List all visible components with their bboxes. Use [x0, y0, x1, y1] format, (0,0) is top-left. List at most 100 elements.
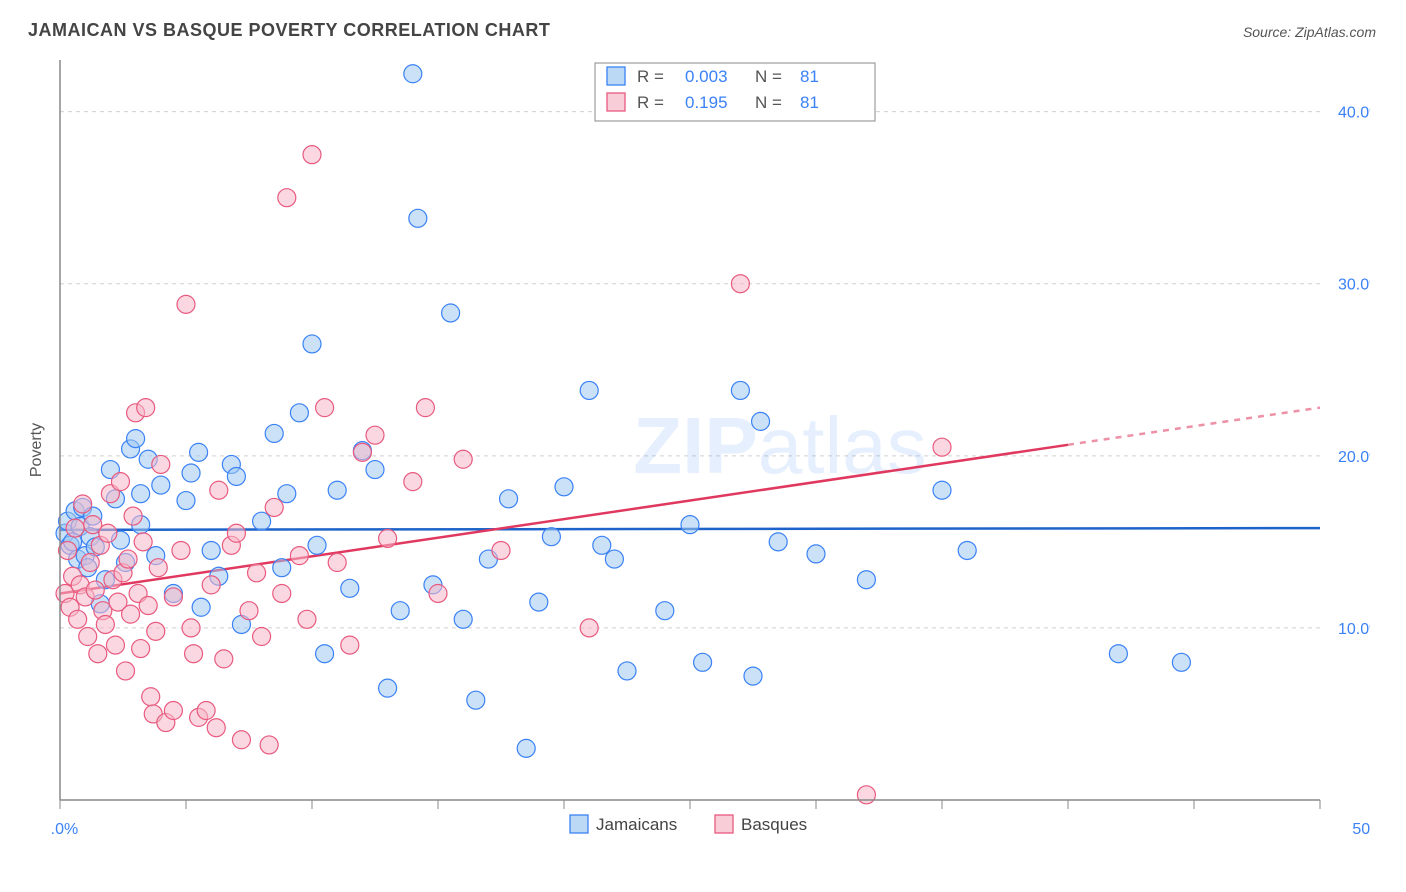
data-point-basques — [74, 495, 92, 513]
data-point-basques — [152, 455, 170, 473]
data-point-jamaicans — [182, 464, 200, 482]
data-point-jamaicans — [857, 571, 875, 589]
data-point-basques — [149, 559, 167, 577]
legend-stat: N = — [755, 67, 782, 86]
x-tick-label: 50.0% — [1352, 821, 1370, 838]
data-point-basques — [316, 399, 334, 417]
y-tick-label: 40.0% — [1338, 105, 1370, 122]
data-point-jamaicans — [580, 381, 598, 399]
data-point-basques — [731, 275, 749, 293]
data-point-basques — [164, 588, 182, 606]
data-point-basques — [404, 473, 422, 491]
regression-line-dashed-basques — [1068, 408, 1320, 445]
data-point-basques — [124, 507, 142, 525]
data-point-jamaicans — [177, 492, 195, 510]
data-point-jamaicans — [290, 404, 308, 422]
data-point-basques — [119, 550, 137, 568]
data-point-jamaicans — [555, 478, 573, 496]
y-axis-label: Poverty — [28, 423, 46, 477]
data-point-jamaicans — [227, 467, 245, 485]
data-point-basques — [260, 736, 278, 754]
legend-swatch-jamaicans — [607, 67, 625, 85]
data-point-jamaicans — [265, 424, 283, 442]
data-point-basques — [81, 554, 99, 572]
data-point-jamaicans — [1172, 653, 1190, 671]
data-point-basques — [99, 524, 117, 542]
data-point-basques — [177, 295, 195, 313]
data-point-basques — [253, 628, 271, 646]
data-point-jamaicans — [593, 536, 611, 554]
data-point-basques — [134, 533, 152, 551]
data-point-jamaicans — [681, 516, 699, 534]
data-point-jamaicans — [404, 65, 422, 83]
data-point-jamaicans — [127, 430, 145, 448]
data-point-jamaicans — [605, 550, 623, 568]
data-point-jamaicans — [467, 691, 485, 709]
data-point-basques — [303, 146, 321, 164]
data-point-basques — [215, 650, 233, 668]
legend-swatch-basques — [607, 93, 625, 111]
data-point-basques — [182, 619, 200, 637]
data-point-basques — [290, 547, 308, 565]
data-point-basques — [298, 610, 316, 628]
data-point-basques — [197, 702, 215, 720]
data-point-jamaicans — [409, 209, 427, 227]
legend-stat: 0.003 — [685, 67, 728, 86]
data-point-basques — [137, 399, 155, 417]
legend-stat: 0.195 — [685, 93, 728, 112]
x-tick-label: 0.0% — [50, 821, 78, 838]
data-point-jamaicans — [500, 490, 518, 508]
data-point-basques — [278, 189, 296, 207]
data-point-basques — [227, 524, 245, 542]
data-point-jamaicans — [807, 545, 825, 563]
data-point-basques — [106, 636, 124, 654]
data-point-basques — [89, 645, 107, 663]
y-tick-label: 30.0% — [1338, 277, 1370, 294]
data-point-jamaicans — [328, 481, 346, 499]
chart-container: Poverty 10.0%20.0%30.0%40.0%ZIPatlas0.0%… — [50, 60, 1370, 840]
data-point-basques — [147, 622, 165, 640]
watermark: ZIPatlas — [633, 401, 926, 490]
data-point-jamaicans — [442, 304, 460, 322]
data-point-jamaicans — [731, 381, 749, 399]
data-point-basques — [265, 498, 283, 516]
data-point-basques — [117, 662, 135, 680]
data-point-jamaicans — [308, 536, 326, 554]
data-point-jamaicans — [391, 602, 409, 620]
data-point-basques — [202, 576, 220, 594]
bottom-legend-label: Jamaicans — [596, 815, 677, 834]
data-point-basques — [933, 438, 951, 456]
data-point-basques — [79, 628, 97, 646]
bottom-legend-swatch-jamaicans — [570, 815, 588, 833]
data-point-basques — [379, 529, 397, 547]
data-point-basques — [86, 581, 104, 599]
data-point-jamaicans — [379, 679, 397, 697]
data-point-jamaicans — [517, 739, 535, 757]
data-point-jamaicans — [530, 593, 548, 611]
data-point-basques — [328, 554, 346, 572]
data-point-jamaicans — [933, 481, 951, 499]
data-point-jamaicans — [303, 335, 321, 353]
data-point-basques — [111, 473, 129, 491]
data-point-basques — [366, 426, 384, 444]
legend-stat: R = — [637, 67, 664, 86]
data-point-jamaicans — [1109, 645, 1127, 663]
data-point-jamaicans — [192, 598, 210, 616]
legend-stat: R = — [637, 93, 664, 112]
bottom-legend-swatch-basques — [715, 815, 733, 833]
data-point-basques — [207, 719, 225, 737]
source-attribution: Source: ZipAtlas.com — [1243, 24, 1376, 40]
data-point-basques — [857, 786, 875, 804]
data-point-basques — [142, 688, 160, 706]
y-tick-label: 20.0% — [1338, 449, 1370, 466]
data-point-basques — [429, 584, 447, 602]
data-point-basques — [273, 584, 291, 602]
data-point-basques — [59, 541, 77, 559]
data-point-jamaicans — [132, 485, 150, 503]
data-point-basques — [139, 597, 157, 615]
data-point-jamaicans — [656, 602, 674, 620]
data-point-jamaicans — [316, 645, 334, 663]
data-point-jamaicans — [454, 610, 472, 628]
data-point-basques — [96, 615, 114, 633]
data-point-jamaicans — [752, 412, 770, 430]
